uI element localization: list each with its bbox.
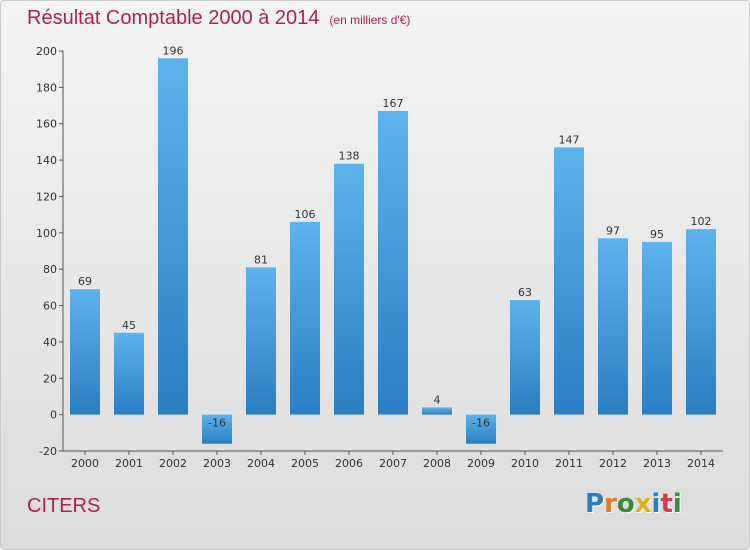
x-tick-label: 2008: [423, 457, 451, 470]
y-tick-label: 80: [43, 263, 57, 276]
bar: [642, 241, 672, 415]
x-tick-label: 2006: [335, 457, 363, 470]
bar: [422, 407, 452, 415]
bar: [70, 289, 100, 415]
logo-letter: i: [672, 489, 682, 519]
data-label: 147: [559, 133, 580, 146]
y-tick-label: 140: [36, 154, 57, 167]
bar: [246, 267, 276, 415]
data-label: 69: [78, 275, 92, 288]
y-tick-label: -20: [39, 445, 57, 458]
y-tick-label: 0: [50, 409, 57, 422]
data-label: -16: [208, 417, 226, 430]
x-tick-label: 2012: [599, 457, 627, 470]
data-label: 167: [383, 97, 404, 110]
bar: [334, 163, 364, 415]
y-tick-label: 160: [36, 118, 57, 131]
x-tick-label: 2002: [159, 457, 187, 470]
logo-letter: P: [585, 489, 605, 519]
x-tick-label: 2001: [115, 457, 143, 470]
data-label: 81: [254, 253, 268, 266]
place-name: CITERS: [27, 495, 101, 517]
bar: [378, 111, 408, 415]
logo-letter: o: [616, 489, 635, 519]
x-tick-label: 2013: [643, 457, 671, 470]
data-label: 45: [122, 319, 136, 332]
logo-letter: i: [651, 489, 661, 519]
logo-letter: t: [660, 489, 673, 519]
y-tick-label: 40: [43, 336, 57, 349]
data-label: 4: [434, 393, 441, 406]
data-label: 63: [518, 286, 532, 299]
logo-letter: x: [634, 489, 652, 519]
proxiti-logo: Proxiti: [585, 489, 682, 519]
x-tick-label: 2014: [687, 457, 715, 470]
x-tick-label: 2004: [247, 457, 275, 470]
y-tick-label: 120: [36, 190, 57, 203]
data-label: 106: [295, 208, 316, 221]
bar: [686, 229, 716, 415]
y-tick-label: 100: [36, 227, 57, 240]
bar: [510, 300, 540, 415]
data-label: 97: [606, 224, 620, 237]
x-tick-label: 2007: [379, 457, 407, 470]
data-label: -16: [472, 417, 490, 430]
bar: [114, 332, 144, 415]
chart-subtitle: (en milliers d'€): [329, 13, 411, 27]
x-tick-label: 2011: [555, 457, 583, 470]
data-label: 95: [650, 228, 664, 241]
data-label: 196: [163, 44, 184, 57]
data-label: 102: [691, 215, 712, 228]
y-tick-label: 20: [43, 372, 57, 385]
bar: [554, 147, 584, 415]
bar: [466, 414, 496, 444]
title-text: Résultat Comptable 2000 à 2014: [27, 7, 320, 29]
bar: [290, 221, 320, 415]
x-tick-label: 2000: [71, 457, 99, 470]
bar: [598, 238, 628, 415]
chart-title: Résultat Comptable 2000 à 2014 (en millie…: [27, 7, 410, 30]
logo-letter: r: [604, 489, 617, 519]
data-label: 138: [339, 150, 360, 163]
y-tick-label: 200: [36, 45, 57, 58]
x-tick-label: 2003: [203, 457, 231, 470]
y-tick-label: 60: [43, 300, 57, 313]
x-tick-label: 2005: [291, 457, 319, 470]
bar: [158, 58, 188, 415]
x-tick-label: 2009: [467, 457, 495, 470]
y-tick-label: 180: [36, 81, 57, 94]
bar: [202, 414, 232, 444]
x-tick-label: 2010: [511, 457, 539, 470]
